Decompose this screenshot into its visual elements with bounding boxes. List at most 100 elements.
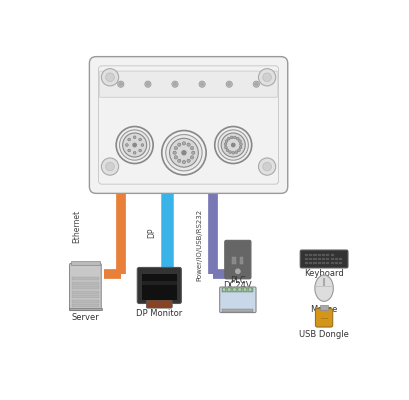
Circle shape bbox=[237, 288, 241, 292]
Circle shape bbox=[190, 156, 193, 159]
Bar bbox=[72, 282, 99, 285]
Circle shape bbox=[138, 149, 141, 152]
Circle shape bbox=[230, 136, 232, 139]
Circle shape bbox=[146, 83, 149, 86]
Circle shape bbox=[174, 146, 177, 150]
Circle shape bbox=[243, 288, 246, 292]
Circle shape bbox=[182, 142, 185, 145]
Circle shape bbox=[253, 81, 259, 87]
Circle shape bbox=[138, 138, 141, 141]
Bar bbox=[319, 305, 327, 310]
Bar bbox=[334, 258, 337, 260]
Circle shape bbox=[182, 151, 186, 155]
Circle shape bbox=[169, 138, 198, 167]
Bar bbox=[308, 262, 312, 264]
Circle shape bbox=[133, 136, 136, 139]
Bar bbox=[317, 254, 320, 256]
FancyBboxPatch shape bbox=[224, 240, 250, 279]
Bar bbox=[222, 288, 253, 292]
Circle shape bbox=[190, 146, 193, 150]
Bar bbox=[313, 262, 316, 264]
Bar bbox=[157, 300, 162, 304]
Circle shape bbox=[224, 146, 227, 149]
Circle shape bbox=[227, 137, 229, 140]
FancyBboxPatch shape bbox=[299, 250, 347, 268]
Bar bbox=[330, 254, 333, 256]
Circle shape bbox=[262, 73, 271, 82]
Circle shape bbox=[101, 69, 118, 86]
Bar bbox=[239, 257, 243, 264]
Circle shape bbox=[237, 149, 240, 152]
Circle shape bbox=[258, 158, 275, 175]
Circle shape bbox=[231, 151, 234, 154]
Text: Power/IO/USB/RS232: Power/IO/USB/RS232 bbox=[196, 209, 202, 281]
Circle shape bbox=[232, 288, 236, 292]
Circle shape bbox=[187, 143, 190, 146]
Circle shape bbox=[174, 156, 177, 159]
Bar bbox=[69, 308, 101, 310]
Bar bbox=[304, 258, 307, 260]
Bar bbox=[72, 304, 99, 307]
Circle shape bbox=[122, 133, 146, 157]
Circle shape bbox=[231, 143, 234, 147]
Circle shape bbox=[227, 83, 230, 86]
Circle shape bbox=[101, 158, 118, 175]
Ellipse shape bbox=[314, 275, 333, 301]
Circle shape bbox=[173, 151, 176, 154]
Circle shape bbox=[248, 288, 252, 292]
Bar bbox=[334, 262, 337, 264]
Bar bbox=[326, 258, 329, 260]
Text: PLC: PLC bbox=[229, 276, 245, 285]
Bar bbox=[339, 258, 342, 260]
Circle shape bbox=[141, 144, 144, 146]
Bar bbox=[330, 262, 333, 264]
FancyBboxPatch shape bbox=[70, 264, 101, 310]
Circle shape bbox=[133, 143, 136, 147]
Circle shape bbox=[198, 81, 204, 87]
Bar bbox=[308, 254, 312, 256]
Bar bbox=[72, 290, 99, 294]
Circle shape bbox=[234, 151, 237, 154]
Circle shape bbox=[221, 133, 245, 157]
Circle shape bbox=[162, 130, 206, 175]
Text: DC24V: DC24V bbox=[223, 281, 252, 290]
Circle shape bbox=[222, 288, 225, 292]
Circle shape bbox=[214, 126, 251, 164]
Circle shape bbox=[200, 83, 203, 86]
Text: DP Monitor: DP Monitor bbox=[136, 309, 182, 318]
Circle shape bbox=[128, 138, 130, 141]
Circle shape bbox=[235, 269, 239, 274]
Bar bbox=[71, 261, 100, 265]
Bar bbox=[304, 254, 307, 256]
FancyBboxPatch shape bbox=[146, 300, 172, 308]
Circle shape bbox=[177, 159, 180, 162]
Bar bbox=[72, 277, 99, 280]
Circle shape bbox=[233, 136, 236, 139]
Circle shape bbox=[106, 73, 114, 82]
FancyBboxPatch shape bbox=[99, 71, 277, 97]
Text: Ethernet: Ethernet bbox=[72, 210, 81, 243]
Bar bbox=[330, 258, 333, 260]
Circle shape bbox=[227, 288, 231, 292]
FancyBboxPatch shape bbox=[219, 287, 255, 312]
Bar bbox=[326, 262, 329, 264]
Bar bbox=[72, 286, 99, 289]
Circle shape bbox=[258, 69, 275, 86]
Circle shape bbox=[144, 81, 151, 87]
Circle shape bbox=[239, 143, 242, 146]
Bar bbox=[321, 262, 324, 264]
Circle shape bbox=[165, 134, 202, 171]
Circle shape bbox=[128, 149, 130, 152]
Circle shape bbox=[116, 126, 153, 164]
Text: USB Dongle: USB Dongle bbox=[299, 330, 348, 338]
Circle shape bbox=[119, 83, 122, 86]
Circle shape bbox=[224, 143, 226, 146]
Circle shape bbox=[133, 151, 136, 154]
Circle shape bbox=[262, 162, 271, 171]
Circle shape bbox=[191, 151, 194, 154]
Bar bbox=[326, 254, 329, 256]
Bar bbox=[317, 258, 320, 260]
Circle shape bbox=[173, 83, 176, 86]
Circle shape bbox=[125, 144, 128, 146]
Bar bbox=[321, 258, 324, 260]
